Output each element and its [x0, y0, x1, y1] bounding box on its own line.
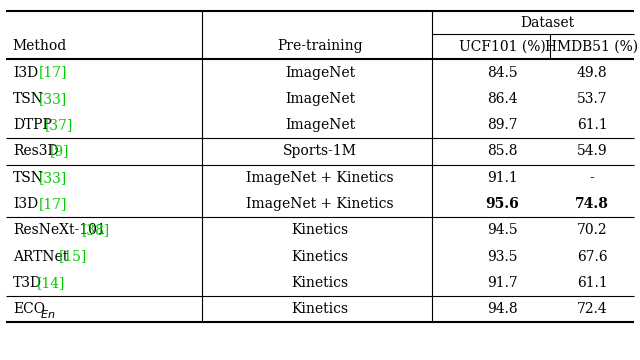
Text: -: - — [589, 171, 595, 185]
Text: T3D: T3D — [13, 276, 42, 290]
Text: ResNeXt-101: ResNeXt-101 — [13, 223, 106, 237]
Text: Sports-1M: Sports-1M — [283, 144, 357, 158]
Text: 86.4: 86.4 — [487, 92, 518, 106]
Text: UCF101 (%): UCF101 (%) — [459, 39, 546, 53]
Text: 85.8: 85.8 — [487, 144, 518, 158]
Text: Res3D: Res3D — [13, 144, 58, 158]
Text: Kinetics: Kinetics — [291, 302, 349, 316]
Text: TSN: TSN — [13, 171, 44, 185]
Text: ImageNet: ImageNet — [285, 92, 355, 106]
Text: I3D: I3D — [13, 66, 38, 80]
Text: 70.2: 70.2 — [577, 223, 607, 237]
Text: Kinetics: Kinetics — [291, 223, 349, 237]
Text: 61.1: 61.1 — [577, 118, 607, 132]
Text: 53.7: 53.7 — [577, 92, 607, 106]
Text: 61.1: 61.1 — [577, 276, 607, 290]
Text: Pre-training: Pre-training — [277, 39, 363, 53]
Text: ImageNet + Kinetics: ImageNet + Kinetics — [246, 171, 394, 185]
Text: HMDB51 (%): HMDB51 (%) — [545, 39, 639, 53]
Text: 89.7: 89.7 — [487, 118, 518, 132]
Text: Dataset: Dataset — [520, 15, 574, 30]
Text: I3D: I3D — [13, 197, 38, 211]
Text: 84.5: 84.5 — [487, 66, 518, 80]
Text: $\mathit{En}$: $\mathit{En}$ — [40, 308, 56, 320]
Text: [14]: [14] — [37, 276, 66, 290]
Text: [33]: [33] — [38, 171, 67, 185]
Text: 94.5: 94.5 — [487, 223, 518, 237]
Text: [38]: [38] — [82, 223, 110, 237]
Text: 74.8: 74.8 — [575, 197, 609, 211]
Text: 67.6: 67.6 — [577, 249, 607, 264]
Text: 54.9: 54.9 — [577, 144, 607, 158]
Text: ECO: ECO — [13, 302, 45, 316]
Text: Kinetics: Kinetics — [291, 249, 349, 264]
Text: Method: Method — [13, 39, 67, 53]
Text: [33]: [33] — [38, 92, 67, 106]
Text: DTPP: DTPP — [13, 118, 52, 132]
Text: [9]: [9] — [50, 144, 69, 158]
Text: Kinetics: Kinetics — [291, 276, 349, 290]
Text: TSN: TSN — [13, 92, 44, 106]
Text: 91.7: 91.7 — [487, 276, 518, 290]
Text: 49.8: 49.8 — [577, 66, 607, 80]
Text: 91.1: 91.1 — [487, 171, 518, 185]
Text: 72.4: 72.4 — [577, 302, 607, 316]
Text: [17]: [17] — [38, 197, 67, 211]
Text: ImageNet: ImageNet — [285, 118, 355, 132]
Text: 93.5: 93.5 — [487, 249, 518, 264]
Text: ImageNet + Kinetics: ImageNet + Kinetics — [246, 197, 394, 211]
Text: 94.8: 94.8 — [487, 302, 518, 316]
Text: ARTNet: ARTNet — [13, 249, 68, 264]
Text: ImageNet: ImageNet — [285, 66, 355, 80]
Text: [15]: [15] — [59, 249, 87, 264]
Text: 95.6: 95.6 — [486, 197, 519, 211]
Text: [37]: [37] — [45, 118, 73, 132]
Text: [17]: [17] — [38, 66, 67, 80]
